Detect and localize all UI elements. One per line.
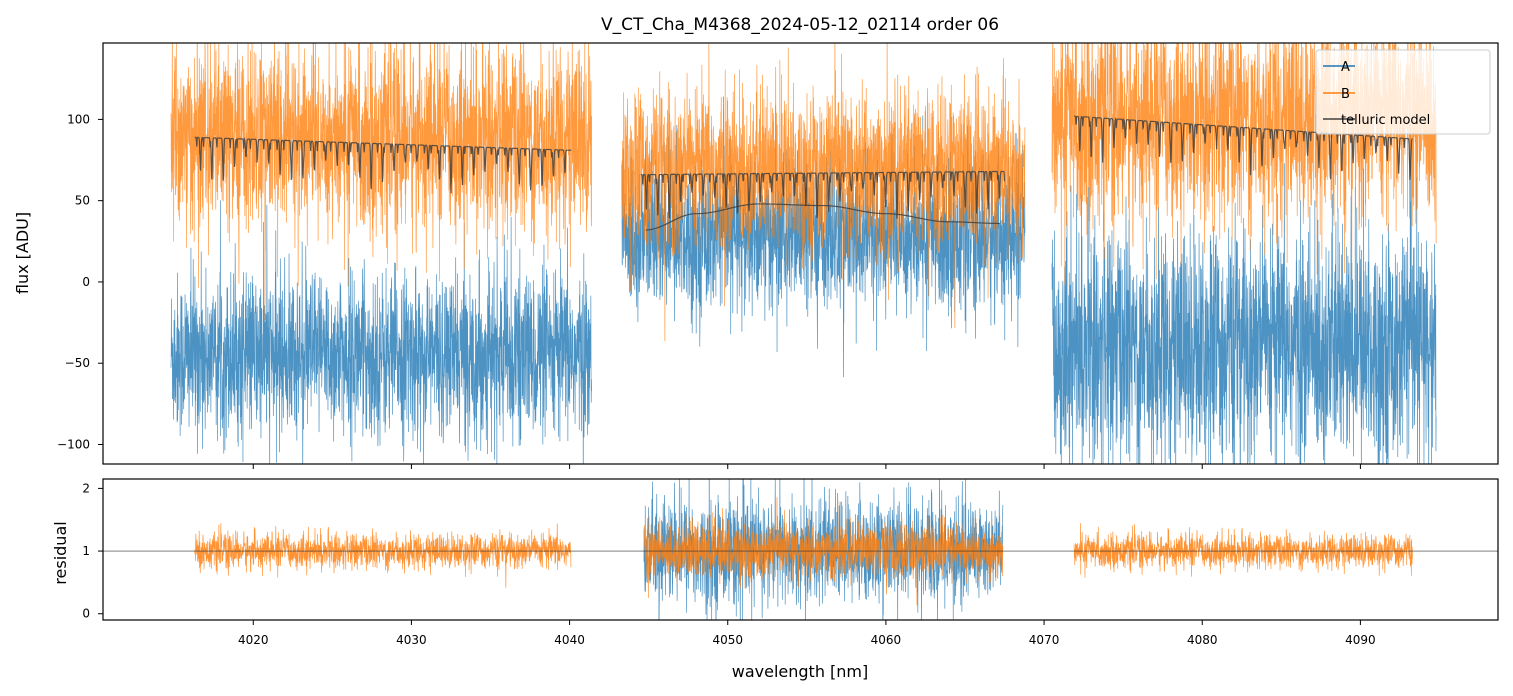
residual-b-line-1: [194, 523, 572, 588]
main-y-axis: −100 −50 0 50 100: [57, 112, 103, 451]
residual-y-axis: 0 1 2: [82, 481, 103, 621]
x-tick-label: 4050: [712, 633, 743, 647]
x-tick-label: 4080: [1187, 633, 1218, 647]
residual-y-tick-label: 2: [82, 481, 90, 495]
residual-plot-area: [103, 479, 1498, 620]
x-tick-label: 4030: [396, 633, 427, 647]
main-y-tick-label: 50: [75, 194, 90, 208]
series-b-line-3: [1051, 43, 1437, 340]
legend-label-b: B: [1341, 87, 1350, 102]
residual-y-tick-label: 0: [82, 607, 90, 621]
x-tick-label: 4070: [1029, 633, 1060, 647]
telluric-model-line-1: [194, 136, 572, 194]
residual-b-line-3: [1073, 523, 1413, 578]
main-y-tick-label: −50: [65, 356, 90, 370]
series-a-line-1: [170, 200, 592, 464]
telluric-model-line-2: [640, 170, 1006, 219]
main-y-tick-label: −100: [57, 437, 90, 451]
residual-b-line-2: [643, 497, 1004, 606]
x-tick-label: 4040: [554, 633, 585, 647]
residual-axes-frame: [102, 478, 1499, 621]
legend-label-a: A: [1341, 60, 1350, 75]
series-b-line-1: [170, 43, 592, 321]
series-a-line-3: [1051, 123, 1437, 464]
residual-x-axis: 4020 4030 4040 4050 4060 4070 4080 4090: [238, 620, 1376, 647]
x-tick-label: 4060: [871, 633, 902, 647]
series-a-line-2: [621, 96, 1026, 378]
legend: A B telluric model: [1315, 49, 1491, 135]
main-y-axis-label: flux [ADU]: [13, 212, 32, 294]
x-tick-label: 4090: [1345, 633, 1376, 647]
main-y-tick-label: 0: [82, 275, 90, 289]
main-x-axis: [252, 464, 1361, 469]
legend-box: [1315, 49, 1491, 135]
legend-label-telluric: telluric model: [1341, 113, 1430, 128]
telluric-model-line-3: [1074, 115, 1413, 180]
main-plot-area: [170, 43, 1437, 464]
chart-title: V_CT_Cha_M4368_2024-05-12_02114 order 06: [601, 15, 999, 35]
residual-y-axis-label: residual: [51, 521, 70, 584]
main-axes-frame: [102, 42, 1499, 465]
x-axis-label: wavelength [nm]: [732, 662, 869, 681]
main-y-tick-label: 100: [67, 112, 90, 126]
residual-y-tick-label: 1: [82, 544, 90, 558]
x-tick-label: 4020: [238, 633, 269, 647]
telluric-continuum-a-line: [645, 203, 1000, 231]
